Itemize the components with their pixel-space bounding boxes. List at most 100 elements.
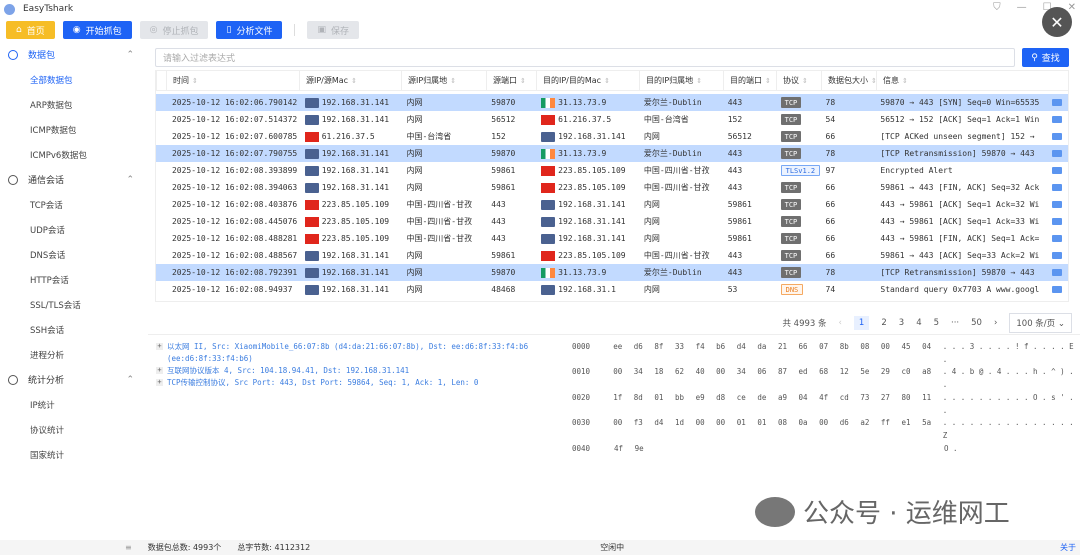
sidebar-item[interactable]: DNS会话 <box>30 250 66 261</box>
column-header[interactable]: 目的IP/目的Mac ⇕ <box>536 71 639 90</box>
message-icon[interactable] <box>1052 286 1063 293</box>
page-50[interactable]: 50 <box>971 318 982 328</box>
status-bar: ≡ 数据包总数: 4993个 总字节数: 4112312 空闲中 关于 <box>0 540 1080 555</box>
maximize-button[interactable]: ☐ <box>1042 2 1052 13</box>
message-icon[interactable] <box>1052 269 1063 276</box>
tree-node[interactable]: + 互联网协议版本 4, Src: 104.18.94.41, Dst: 192.… <box>156 365 561 377</box>
table-row[interactable]: 2025-10-12 16:02:08.94937 192.168.31.141 内… <box>156 281 1068 298</box>
home-button[interactable]: ⌂ 首页 <box>6 21 55 39</box>
message-icon[interactable] <box>1052 201 1063 208</box>
page-4[interactable]: 4 <box>916 318 922 328</box>
table-row[interactable]: 2025-10-12 16:02:08.488281 223.85.105.109… <box>156 230 1068 247</box>
table-row[interactable]: 2025-10-12 16:02:07.514372 192.168.31.141… <box>156 111 1068 128</box>
column-header[interactable]: 目的IP归属地 ⇕ <box>639 71 723 90</box>
page-2[interactable]: 2 <box>881 318 887 328</box>
hex-byte: bb <box>674 392 685 402</box>
page-5[interactable]: 5 <box>933 318 940 328</box>
expand-icon[interactable]: + <box>156 342 163 350</box>
sidebar-item[interactable]: 进程分析 <box>30 350 65 361</box>
expand-icon[interactable]: + <box>156 366 163 374</box>
tree-node[interactable]: + TCP传输控制协议, Src Port: 443, Dst Port: 598… <box>156 377 561 389</box>
sidebar-item[interactable]: IP统计 <box>30 400 55 411</box>
sort-icon: ⇕ <box>802 76 808 85</box>
shirt-icon[interactable]: ⛉ <box>993 2 1001 13</box>
message-icon[interactable] <box>1052 99 1063 106</box>
sidebar-item[interactable]: 协议统计 <box>30 425 65 436</box>
chevron-up-icon: ⌃ <box>126 374 134 385</box>
sidebar-group[interactable]: 数据包 ⌃ <box>0 42 148 67</box>
page-size-select[interactable]: 100 条/页 ⌄ <box>1009 313 1072 333</box>
hex-byte: 5a <box>922 418 932 428</box>
sidebar-item[interactable]: TCP会话 <box>30 200 63 211</box>
prev-page-button[interactable]: ‹ <box>838 318 842 328</box>
table-row[interactable]: 2025-10-12 16:02:08.393899 192.168.31.141… <box>156 162 1068 179</box>
column-header[interactable]: 源IP归属地 ⇕ <box>401 71 486 90</box>
message-icon[interactable] <box>1052 116 1063 123</box>
sidebar-item[interactable]: SSL/TLS会话 <box>30 300 81 311</box>
page-1[interactable]: 1 <box>853 316 870 330</box>
sidebar-group[interactable]: 统计分析 ⌃ <box>0 367 148 392</box>
tree-node[interactable]: + 以太网 II, Src: XiaomiMobile_66:07:8b (d4:… <box>156 341 561 365</box>
action-cell <box>1039 201 1068 208</box>
window-close-button[interactable]: ✕ <box>1067 2 1076 13</box>
sidebar-item[interactable]: ARP数据包 <box>30 100 73 111</box>
message-icon[interactable] <box>1052 235 1063 242</box>
hex-byte: 08 <box>860 342 870 351</box>
table-row[interactable]: 2025-10-12 16:02:08.394063 192.168.31.141… <box>156 179 1068 196</box>
column-header[interactable]: 目的端口 ⇕ <box>723 71 776 90</box>
column-header[interactable]: 源IP/源Mac ⇕ <box>299 71 401 90</box>
table-row[interactable]: 2025-10-12 16:02:08.445076 223.85.105.109… <box>156 213 1068 230</box>
analyze-file-button[interactable]: ▯ 分析文件 <box>216 21 283 39</box>
sidebar-item[interactable]: HTTP会话 <box>30 275 69 286</box>
message-icon[interactable] <box>1052 184 1063 191</box>
table-row[interactable]: 2025-10-12 16:02:07.600785 61.216.37.5 中国-… <box>156 128 1068 145</box>
close-overlay-button[interactable]: ✕ <box>1042 7 1072 37</box>
sidebar-item[interactable]: ICMPv6数据包 <box>30 150 87 161</box>
table-row[interactable]: 2025-10-12 16:02:07.790755 192.168.31.141… <box>156 145 1068 162</box>
filter-input[interactable]: 请输入过滤表达式 <box>155 48 1015 67</box>
message-icon[interactable] <box>1052 167 1063 174</box>
hex-byte: e9 <box>695 392 705 402</box>
dst-port-cell: 53 <box>722 285 775 294</box>
table-row[interactable]: 2025-10-12 16:02:08.403876 223.85.105.109… <box>156 196 1068 213</box>
minimize-button[interactable]: — <box>1016 2 1027 13</box>
next-page-button[interactable]: › <box>993 318 998 328</box>
sidebar-item[interactable]: 全部数据包 <box>30 75 73 86</box>
menu-icon[interactable]: ≡ <box>125 543 132 552</box>
info-cell: [TCP ACKed unseen segment] 152 → <box>874 132 1039 141</box>
info: 56512 → 152 [ACK] Seq=1 Ack=1 Win <box>880 115 1040 124</box>
expand-icon[interactable]: + <box>156 378 163 386</box>
dst-port-cell: 443 <box>722 149 775 158</box>
stop-capture-button[interactable]: ◎ 停止抓包 <box>139 21 209 39</box>
message-icon[interactable] <box>1052 218 1063 225</box>
message-icon[interactable] <box>1052 252 1063 259</box>
group-label: 统计分析 <box>28 376 65 386</box>
sidebar-item[interactable]: ICMP数据包 <box>30 125 77 136</box>
start-capture-button[interactable]: ◉ 开始抓包 <box>62 21 132 39</box>
about-link[interactable]: 关于 <box>1060 543 1076 552</box>
search-button[interactable]: ⚲ 查找 <box>1022 48 1069 67</box>
column-header[interactable]: 信息 ⇕ <box>876 71 1041 90</box>
save-button[interactable]: ▣ 保存 <box>307 21 359 39</box>
sidebar-item[interactable]: 国家统计 <box>30 450 65 461</box>
column-header[interactable]: 数据包大小⇕ <box>821 71 876 90</box>
hex-bytes: 4f 9e <box>614 443 944 456</box>
column-header[interactable]: 源端口 ⇕ <box>486 71 536 90</box>
computer-icon <box>304 165 319 176</box>
table-row[interactable]: 2025-10-12 16:02:08.792391 192.168.31.141… <box>156 264 1068 281</box>
hex-bytes: 1f 8d 01 bb e9 d8 ce de a9 04 4f cd 73 27 80 11 <box>613 392 943 417</box>
message-icon[interactable] <box>1052 150 1063 157</box>
table-row[interactable]: 2025-10-12 16:02:08.488567 192.168.31.141… <box>156 247 1068 264</box>
sidebar-group[interactable]: 通信会话 ⌃ <box>0 167 148 192</box>
column-header[interactable]: 协议 ⇕ <box>776 71 821 90</box>
size: 66 <box>825 200 836 209</box>
message-icon[interactable] <box>1052 133 1063 140</box>
table-row[interactable]: 2025-10-12 16:02:06.790142 192.168.31.141… <box>156 94 1068 111</box>
dst-ip: 192.168.31.1 <box>558 285 616 294</box>
sidebar-item[interactable]: SSH会话 <box>30 325 65 336</box>
page-ellipsis[interactable]: ··· <box>951 318 960 328</box>
column-header[interactable]: 时间 ⇕ <box>166 71 299 90</box>
action-cell <box>1039 116 1068 123</box>
sidebar-item[interactable]: UDP会话 <box>30 225 65 236</box>
page-3[interactable]: 3 <box>898 318 905 328</box>
